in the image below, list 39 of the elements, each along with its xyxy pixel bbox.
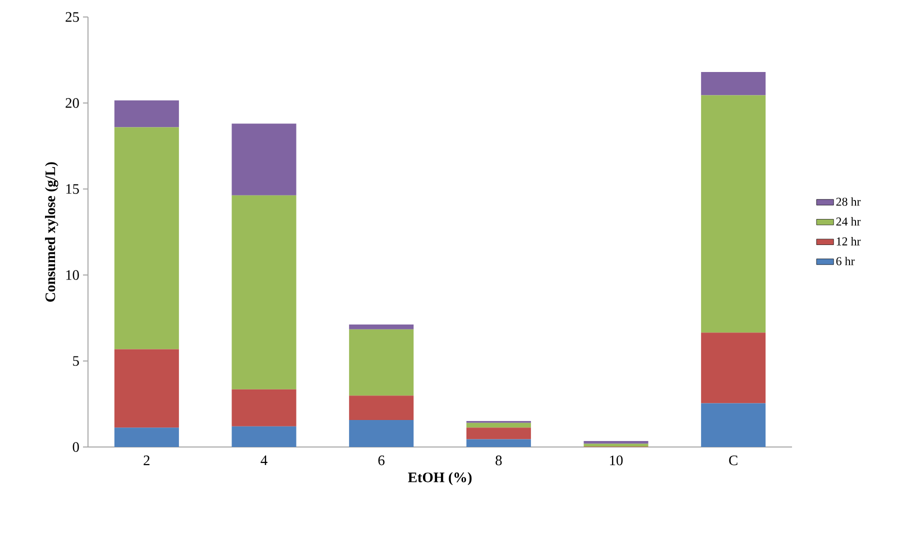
bar	[701, 72, 766, 96]
x-tick-label: 10	[610, 456, 623, 466]
legend-label: 6 hr	[836, 256, 855, 266]
x-tick-label: 2	[144, 456, 150, 466]
bar	[584, 444, 648, 447]
bar	[701, 332, 766, 404]
bar	[349, 420, 414, 447]
y-tick-label: 25	[66, 12, 79, 22]
legend-label: 28 hr	[836, 197, 861, 206]
y-tick-label: 20	[66, 98, 79, 108]
y-tick-label: 5	[73, 356, 79, 366]
bar	[466, 422, 531, 428]
bar	[701, 95, 766, 333]
x-tick-label: 8	[496, 456, 502, 466]
bar	[349, 324, 414, 330]
bar	[349, 329, 414, 396]
y-tick-label: 15	[66, 184, 79, 194]
bar	[349, 396, 414, 420]
bar	[466, 439, 531, 447]
bar	[466, 428, 531, 440]
bar	[701, 403, 766, 447]
bar	[232, 426, 296, 447]
y-axis-title: Consumed xylose (g/L)	[45, 162, 58, 302]
x-tick-label: 6	[378, 456, 385, 466]
x-tick-label: C	[729, 456, 738, 466]
bar	[114, 127, 179, 350]
bar	[114, 349, 179, 428]
x-axis-title: EtOH (%)	[408, 472, 472, 486]
bar	[232, 389, 296, 426]
bar	[114, 428, 179, 447]
legend-label: 24 hr	[836, 217, 861, 226]
bar	[232, 124, 296, 196]
y-tick-label: 10	[66, 270, 79, 280]
legend-label: 12 hr	[836, 236, 861, 246]
bar	[584, 440, 648, 444]
y-tick-label: 0	[72, 442, 79, 452]
bar	[114, 100, 179, 128]
bar	[232, 195, 296, 390]
x-tick-label: 4	[260, 456, 268, 466]
